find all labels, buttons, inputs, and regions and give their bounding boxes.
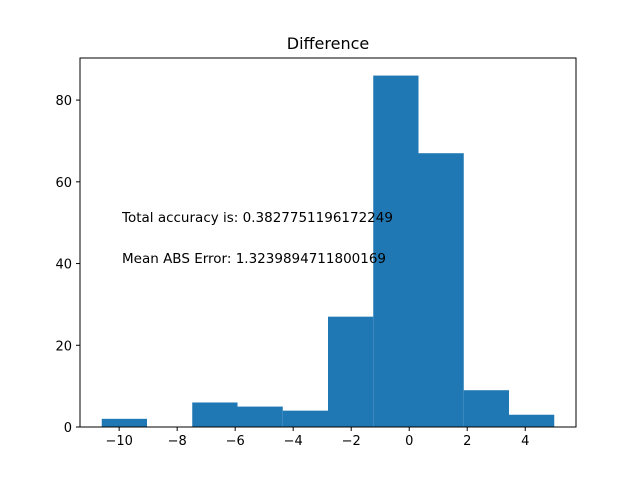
annotation-accuracy: Total accuracy is: 0.3827751196172249: [121, 210, 393, 226]
x-tick-label: −8: [168, 434, 187, 449]
x-tick-label: −4: [284, 434, 303, 449]
y-tick-label: 80: [55, 94, 72, 109]
y-tick-label: 40: [55, 258, 72, 273]
chart-title: Difference: [287, 34, 369, 53]
x-tick-label: −6: [226, 434, 245, 449]
histogram-bar: [101, 418, 147, 427]
annotation-mean-abs-error: Mean ABS Error: 1.3239894711800169: [122, 251, 386, 267]
histogram-bar: [509, 414, 555, 427]
histogram-bar: [282, 410, 328, 427]
y-axis-ticks: 0 20 40 60 80: [55, 94, 80, 436]
x-tick-label: 0: [405, 434, 413, 449]
y-tick-label: 0: [64, 421, 72, 436]
x-tick-label: −10: [105, 434, 132, 449]
histogram-bar: [328, 316, 374, 427]
histogram-bar: [418, 153, 464, 427]
x-tick-label: 4: [521, 434, 529, 449]
x-tick-label: 2: [463, 434, 471, 449]
y-tick-label: 60: [55, 176, 72, 191]
x-tick-label: −2: [342, 434, 361, 449]
histogram-bar: [237, 406, 283, 427]
histogram-bar: [463, 390, 509, 427]
histogram-bar: [192, 402, 238, 427]
histogram-bar: [373, 75, 419, 427]
x-axis-ticks: −10 −8 −6 −4 −2 0 2 4: [105, 427, 529, 449]
y-tick-label: 20: [55, 339, 72, 354]
plot-frame: [79, 57, 577, 428]
bars-group: [101, 75, 555, 427]
